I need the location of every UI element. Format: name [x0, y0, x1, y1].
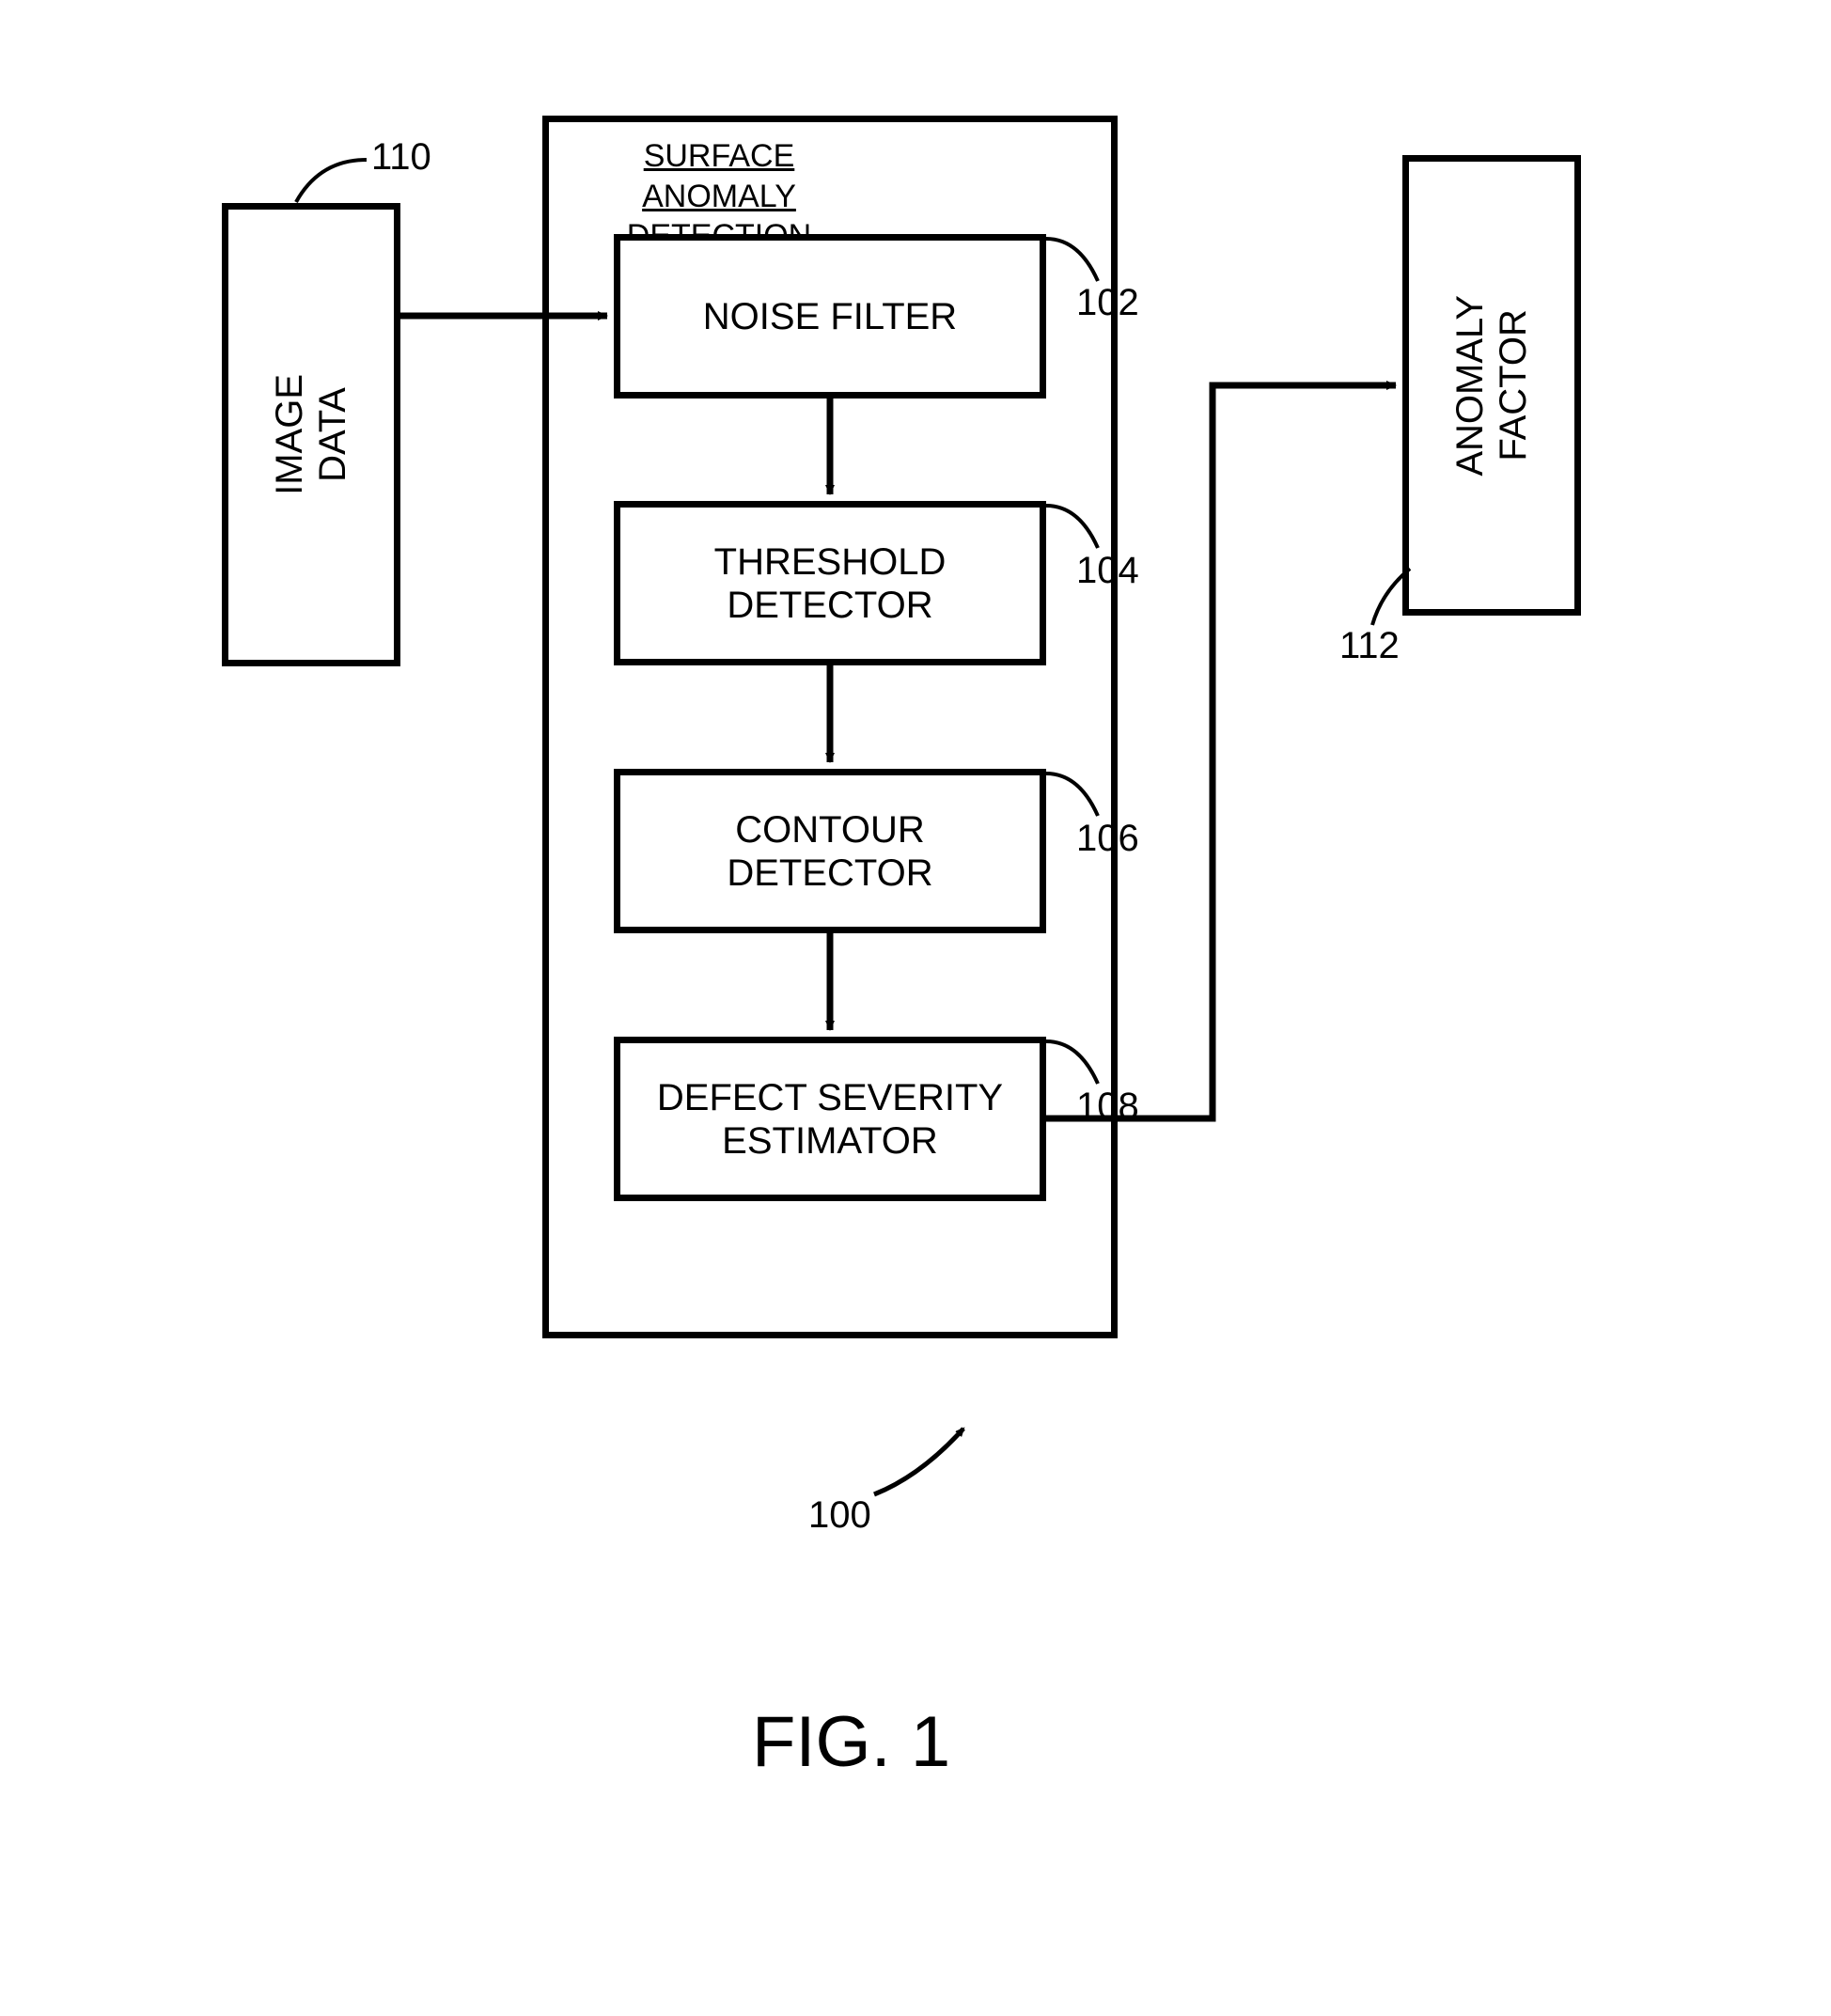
diagram-canvas: IMAGE DATA 110 SURFACE ANOMALY DETECTION…	[0, 0, 1831, 2016]
ref-100: 100	[808, 1494, 871, 1537]
ref-102: 102	[1076, 282, 1139, 324]
ref-108: 108	[1076, 1086, 1139, 1128]
leader-106	[1041, 769, 1107, 820]
leader-112	[1363, 564, 1457, 630]
block-noise-filter-label: NOISE FILTER	[703, 295, 957, 338]
leader-110	[291, 150, 376, 207]
ref-104: 104	[1076, 550, 1139, 592]
block-defect-label: DEFECT SEVERITY ESTIMATOR	[657, 1076, 1003, 1163]
ref-110: 110	[371, 136, 431, 179]
block-anomaly-factor: ANOMALY FACTOR	[1402, 155, 1581, 616]
block-contour-label: CONTOUR DETECTOR	[727, 808, 932, 895]
ref-106: 106	[1076, 818, 1139, 860]
block-noise-filter: NOISE FILTER	[614, 234, 1046, 399]
leader-102	[1041, 234, 1107, 286]
figure-caption: FIG. 1	[752, 1701, 950, 1783]
block-image-data: IMAGE DATA	[222, 203, 400, 666]
block-anomaly-label: ANOMALY FACTOR	[1448, 295, 1535, 477]
block-image-data-label: IMAGE DATA	[268, 374, 354, 495]
block-contour-detector: CONTOUR DETECTOR	[614, 769, 1046, 933]
leader-108	[1041, 1037, 1107, 1088]
leader-104	[1041, 501, 1107, 553]
ref-112: 112	[1339, 625, 1400, 667]
block-defect-severity: DEFECT SEVERITY ESTIMATOR	[614, 1037, 1046, 1201]
block-threshold-detector: THRESHOLD DETECTOR	[614, 501, 1046, 665]
block-threshold-label: THRESHOLD DETECTOR	[714, 540, 947, 627]
leader-100	[865, 1419, 978, 1504]
